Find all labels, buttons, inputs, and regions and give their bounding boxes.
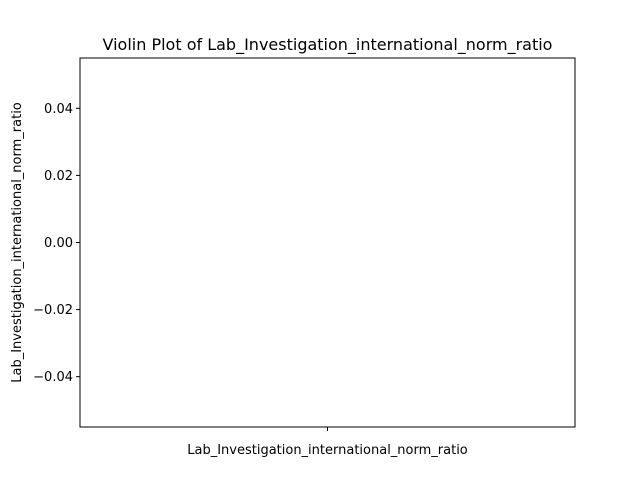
y-tick-label: −0.02 bbox=[33, 303, 73, 318]
chart-title: Violin Plot of Lab_Investigation_interna… bbox=[103, 35, 553, 55]
y-tick-label: 0.04 bbox=[44, 102, 73, 117]
y-axis-label: Lab_Investigation_international_norm_rat… bbox=[10, 102, 25, 383]
y-tick-label: −0.04 bbox=[33, 370, 73, 385]
plot-area bbox=[79, 57, 576, 428]
y-axis: 0.04 0.02 0.00 −0.02 −0.04 bbox=[33, 102, 80, 385]
x-axis-label: Lab_Investigation_international_norm_rat… bbox=[187, 443, 468, 458]
y-tick-label: 0.00 bbox=[44, 236, 73, 251]
y-tick-label: 0.02 bbox=[44, 169, 73, 184]
